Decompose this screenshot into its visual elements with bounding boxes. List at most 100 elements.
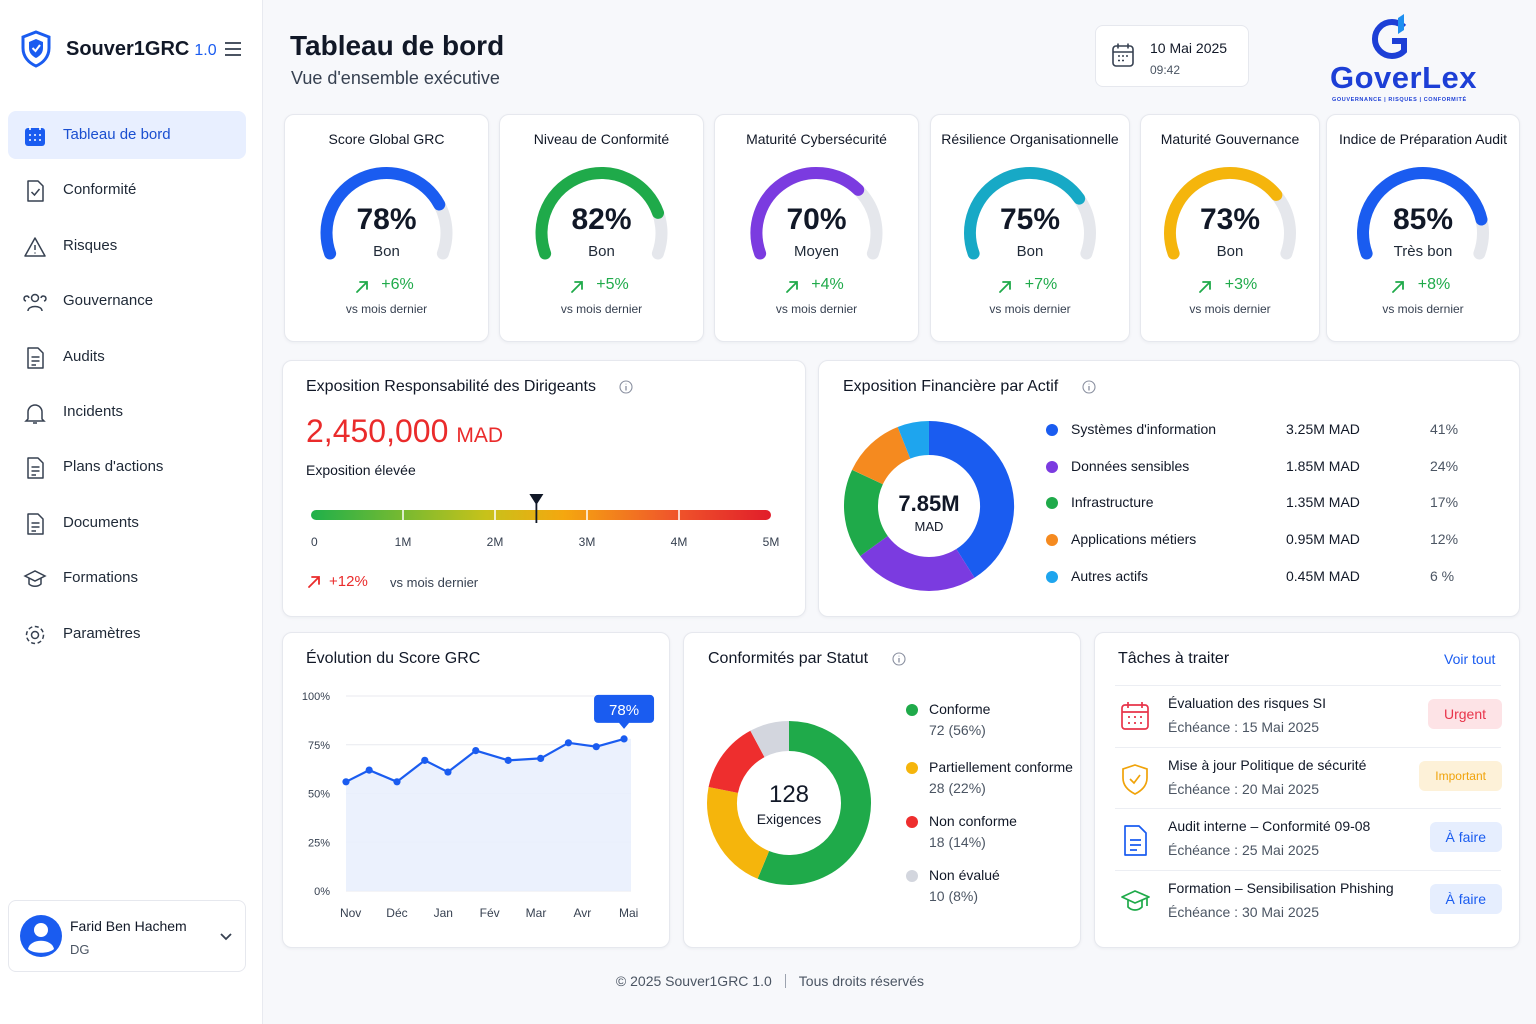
kpi-title: Indice de Préparation Audit: [1338, 131, 1508, 147]
icon-shape: [25, 625, 45, 644]
legend-name: Applications métiers: [1071, 531, 1197, 548]
kpi-rating: Très bon: [1393, 243, 1453, 260]
brand-version: 1.0: [194, 42, 217, 59]
legend-name: Données sensibles: [1071, 457, 1190, 474]
donut-segment: [852, 426, 911, 485]
exposure-delta: +12%: [329, 573, 368, 590]
kpi-card: Maturité Cybersécurité 70% Moyen +4% vs mois…: [714, 114, 919, 342]
scale-label: 4M: [671, 535, 688, 549]
gauge-value: [1357, 167, 1488, 260]
info-circle: [1082, 380, 1096, 394]
nav-icon: [25, 126, 45, 146]
user-card[interactable]: Farid Ben Hachem DG: [8, 900, 246, 972]
kpi-delta: +6%: [285, 276, 488, 294]
y-tick-label: 0%: [314, 886, 330, 898]
score-point: [421, 756, 429, 764]
date: 10 Mai 2025: [1150, 40, 1228, 56]
nav-item[interactable]: Conformité: [8, 166, 246, 214]
legend-amount: 1.35M MAD: [1286, 494, 1360, 511]
icon-shape: [24, 404, 46, 424]
task-icon: [1121, 702, 1149, 730]
task-due: Échéance : 20 Mai 2025: [1168, 780, 1319, 797]
y-tick-label: 75%: [308, 740, 330, 752]
donut-segment: [707, 787, 770, 879]
nav-label: Incidents: [63, 403, 124, 420]
legend-share: 17%: [1430, 494, 1459, 511]
legend-count: 72 (56%): [929, 722, 986, 738]
kpi-note: vs mois dernier: [1189, 302, 1271, 316]
brand-name: Souver1GRC: [66, 38, 190, 60]
kpi-note: vs mois dernier: [345, 302, 428, 316]
brand: Souver1GRC 1.0: [66, 38, 217, 61]
nav-label: Tableau de bord: [63, 126, 171, 143]
sidebar: Souver1GRC 1.0 Tableau de bord Conformité Ri…: [0, 0, 263, 1024]
kpi-delta: +8%: [1327, 276, 1519, 294]
donut-total-label: Exigences: [757, 811, 822, 827]
kpi-rating: Bon: [373, 243, 400, 260]
trend-arrow: [308, 576, 320, 588]
legend-share: 6 %: [1430, 567, 1455, 584]
task-title: Formation – Sensibilisation Phishing: [1168, 879, 1394, 896]
legend-dot: [906, 870, 918, 882]
legend-name: Infrastructure: [1071, 494, 1154, 511]
legend-count: 28 (22%): [929, 780, 986, 796]
chevron-icon: [220, 933, 232, 941]
nav-label: Documents: [63, 513, 139, 531]
status-card: Conformités par Statut 128 Exigences Confor…: [683, 632, 1081, 948]
avatar-body: [28, 940, 54, 953]
area-fill: [346, 738, 631, 891]
gauge: [750, 167, 883, 260]
financial-card: Exposition Financière par Actif 7.85M MAD S…: [818, 360, 1520, 617]
logo-tagline: GOUVERNANCE | RISQUES | CONFORMITÉ: [1332, 97, 1467, 103]
nav-item[interactable]: Tableau de bord: [8, 111, 246, 159]
icon-shape: [30, 293, 40, 303]
nav-icon: [23, 293, 47, 312]
kpi-delta-text: +8%: [1417, 276, 1451, 293]
nav-label: Audits: [63, 347, 105, 365]
nav-label: Conformité: [63, 181, 137, 199]
y-tick-label: 25%: [308, 837, 330, 849]
nav-item[interactable]: Audits: [8, 333, 246, 381]
score-point: [564, 739, 573, 747]
icon-detail: [31, 466, 40, 477]
tasks-link[interactable]: Voir tout: [1444, 651, 1496, 667]
nav-item[interactable]: Plans d'actions: [8, 443, 246, 491]
nav-item[interactable]: Documents: [8, 499, 246, 547]
tasks-title: Tâches à traiter: [1118, 650, 1230, 667]
score-point: [472, 747, 480, 755]
kpi-note: vs mois dernier: [560, 302, 643, 316]
logo-accent: [1398, 14, 1404, 34]
task-title: Évaluation des risques SI: [1168, 695, 1326, 711]
nav-item[interactable]: Formations: [8, 554, 246, 602]
donut-unit: MAD: [915, 519, 944, 534]
legend-share: 41%: [1430, 421, 1459, 437]
nav-item[interactable]: Incidents: [8, 388, 246, 436]
kpi-rating: Moyen: [793, 243, 840, 260]
line-chart: 0% 25% 50% 75% 100% Nov Déc Jan Fév Mar Avr Mai 78%: [302, 691, 655, 920]
nav-item[interactable]: Risques: [8, 222, 246, 270]
exposure-note: vs mois dernier: [390, 575, 479, 590]
scale-label: 1M: [395, 535, 412, 549]
status-donut: 128 Exigences: [707, 721, 871, 885]
donut-segment: [750, 721, 790, 758]
nav-item[interactable]: Paramètres: [8, 610, 246, 658]
gauge-value: [535, 166, 665, 260]
scale-label: 3M: [579, 535, 596, 549]
footer-separator: [784, 974, 786, 988]
menu-icon: [225, 42, 241, 56]
info-icon: [892, 652, 906, 666]
shield-check: [31, 44, 41, 53]
legend-dot: [1046, 497, 1058, 510]
x-tick-label: Mai: [619, 906, 638, 920]
icon-shape: [1121, 889, 1150, 911]
gauge: [1357, 167, 1489, 260]
kpi-value: 82%: [571, 203, 632, 236]
icon-detail: [1129, 773, 1141, 784]
kpi-delta: +7%: [931, 276, 1129, 294]
nav-item[interactable]: Gouvernance: [8, 277, 246, 325]
icon-detail: [30, 630, 40, 639]
nav-icon: [27, 457, 44, 480]
kpi-rating: Bon: [1216, 243, 1244, 260]
legend-dot: [906, 762, 918, 774]
